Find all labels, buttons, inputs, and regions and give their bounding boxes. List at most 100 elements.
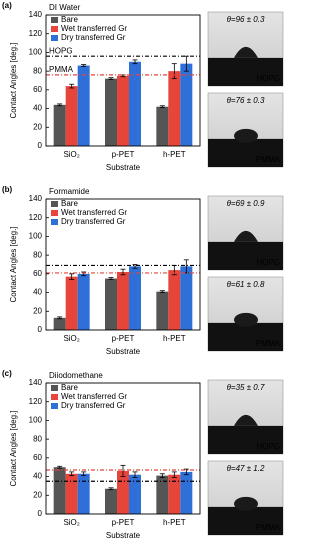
error-bar [171,63,177,80]
error-bar [69,471,75,477]
inset-theta: θ=69 ± 0.9 [227,199,265,208]
y-tick-label: 100 [29,232,43,241]
substrate [208,506,283,535]
legend-label: Bare [61,15,78,24]
legend-swatch [51,201,58,207]
legend-label: Dry transferred Gr [61,217,126,226]
reference-label: HOPG [49,46,73,55]
substrate [208,241,283,270]
bar [156,475,169,514]
y-axis-label: Contact Angles [deg.] [9,410,18,486]
figure: (a) DI Water 0 20 40 60 80 100 120 140 Contact Ang… [2,1,284,540]
bar [53,317,66,330]
error-bar [159,105,165,109]
inset-theta: θ=76 ± 0.3 [227,96,265,105]
y-tick-label: 40 [33,104,42,113]
y-tick-label: 140 [29,194,43,203]
droplet [234,46,258,58]
error-bar [132,59,138,65]
error-bar [159,473,165,478]
legend-swatch [51,26,58,32]
legend-swatch [51,210,58,216]
legend-label: Bare [61,199,78,208]
bar [65,86,78,146]
droplet [234,312,258,327]
error-bar [108,487,114,491]
error-bar [69,273,75,280]
y-tick-label: 20 [33,490,42,499]
error-bar [171,471,177,478]
panel-label: (c) [2,369,12,378]
bar [77,65,90,146]
y-tick-label: 80 [33,434,42,443]
bar [77,273,90,330]
y-axis-label: Contact Angles [deg.] [9,226,18,302]
legend-label: Bare [61,383,78,392]
reference-label: PMMA [49,65,74,74]
bar [53,104,66,146]
error-bar [132,471,138,478]
y-tick-label: 80 [33,250,42,259]
bar [117,75,129,146]
legend-label: Wet transferred Gr [61,392,127,401]
panel-title: Diiodomethane [49,371,103,380]
y-tick-label: 60 [33,85,42,94]
x-tick-label: p-PET [112,518,135,527]
x-tick-label: SiO₂ [63,150,79,159]
x-axis-label: Substrate [106,347,141,356]
inset-material: HOPG [256,258,280,267]
legend-swatch [51,219,58,225]
inset-material: PMMA [256,339,281,348]
inset-theta: θ=96 ± 0.3 [227,15,265,24]
x-tick-label: p-PET [112,150,135,159]
bar [180,471,193,514]
y-tick-label: 120 [29,213,43,222]
panel-label: (b) [2,185,13,194]
y-tick-label: 0 [38,141,43,150]
bar [129,61,141,146]
error-bar [81,471,87,477]
y-tick-label: 40 [33,288,42,297]
error-bar [120,464,126,477]
y-tick-label: 100 [29,48,43,57]
error-bar [57,103,63,107]
droplet [234,414,258,426]
bar [156,106,169,146]
bar [65,276,78,330]
bar [156,291,169,330]
bar [105,78,117,146]
bar [180,266,193,330]
legend-swatch [51,394,58,400]
panel-title: Formamide [49,187,90,196]
error-bar [108,277,114,280]
inset-material: PMMA [256,523,281,532]
error-bar [132,264,138,269]
y-tick-label: 60 [33,453,42,462]
bar [65,473,78,514]
y-tick-label: 20 [33,122,42,131]
inset-theta: θ=61 ± 0.8 [227,280,265,289]
x-axis-label: Substrate [106,531,141,540]
legend-label: Wet transferred Gr [61,208,127,217]
bar [129,474,141,514]
error-bar [81,64,87,67]
y-tick-label: 120 [29,29,43,38]
panel-title: DI Water [49,3,81,12]
legend-label: Wet transferred Gr [61,24,127,33]
x-tick-label: p-PET [112,334,135,343]
substrate [208,57,283,86]
legend-swatch [51,35,58,41]
bar [117,271,129,330]
bar [168,71,181,146]
y-tick-label: 20 [33,306,42,315]
error-bar [120,268,126,276]
y-tick-label: 40 [33,472,42,481]
error-bar [57,465,63,469]
substrate [208,425,283,454]
droplet [234,496,258,511]
legend-swatch [51,17,58,23]
error-bar [69,83,75,89]
x-axis-label: Substrate [106,163,141,172]
plot-frame [45,198,201,331]
bar [117,470,129,514]
